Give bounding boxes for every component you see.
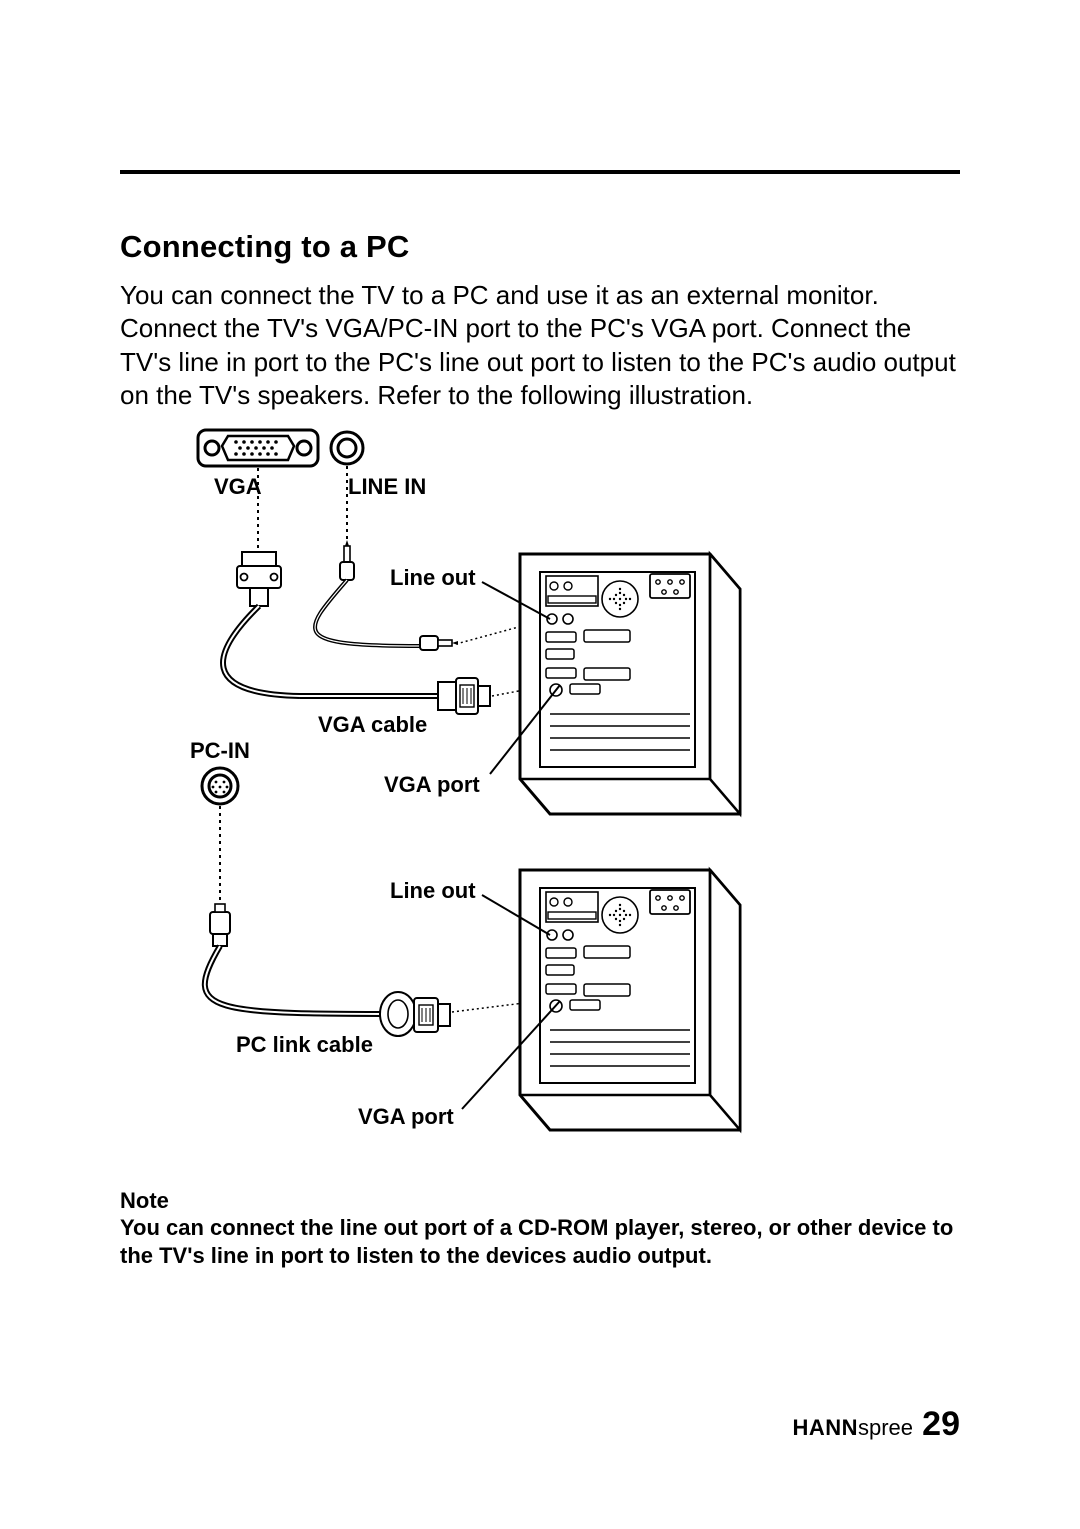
label-line-in: LINE IN [348,474,426,500]
vga-plug-top-icon [237,552,281,606]
label-vga-port-2: VGA port [358,1104,454,1130]
connection-diagram: VGA LINE IN Line out VGA cable PC-IN VGA… [150,424,770,1164]
label-pc-link-cable: PC link cable [236,1032,373,1058]
note-body: You can connect the line out port of a C… [120,1214,960,1270]
pc-tower-1-icon [520,554,740,814]
page-footer: HANNspree 29 [792,1405,960,1444]
tv-pc-in-jack-icon [202,768,238,804]
tv-vga-port-icon [198,430,318,466]
audio-plug-top-icon [340,540,354,580]
label-line-out-2: Line out [390,878,476,904]
tv-line-in-jack-icon [331,432,363,464]
label-line-out-1: Line out [390,565,476,591]
label-vga-cable: VGA cable [318,712,427,738]
section-title: Connecting to a PC [120,229,960,265]
audio-plug-pc1-icon [420,636,458,650]
pc-tower-2-icon [520,870,740,1130]
label-pc-in: PC-IN [190,738,250,764]
horizontal-rule [120,170,960,174]
manual-page: Connecting to a PC You can connect the T… [0,0,1080,1529]
note-label: Note [120,1188,960,1214]
body-paragraph: You can connect the TV to a PC and use i… [120,279,960,412]
vga-plug-pc1-icon [438,678,490,714]
page-number: 29 [922,1405,960,1443]
pclink-vga-plug-icon [380,992,450,1036]
brand-light: spree [858,1415,913,1440]
brand-bold: HANN [792,1415,858,1440]
label-vga-port-1: VGA port [384,772,480,798]
label-vga: VGA [214,474,262,500]
pclink-plug-top-icon [210,904,230,946]
